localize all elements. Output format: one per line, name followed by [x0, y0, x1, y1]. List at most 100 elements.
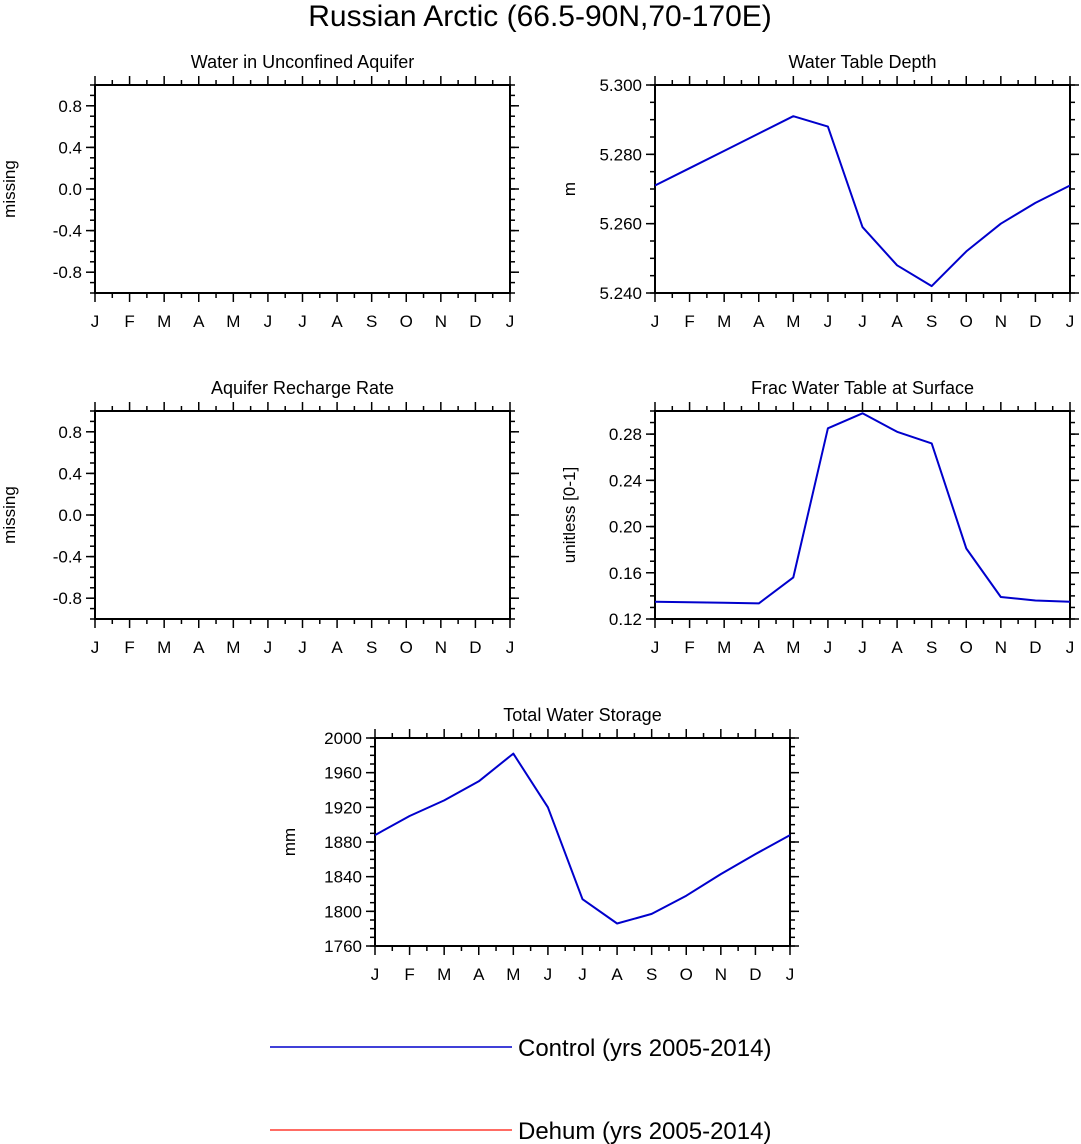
- y-tick-label: -0.8: [53, 263, 82, 282]
- x-tick-label: J: [91, 638, 100, 657]
- x-tick-label: J: [264, 638, 273, 657]
- x-tick-label: D: [469, 638, 481, 657]
- x-tick-label: D: [469, 312, 481, 331]
- x-tick-label: A: [753, 638, 765, 657]
- y-tick-label: -0.4: [53, 548, 82, 567]
- x-tick-label: N: [715, 965, 727, 984]
- y-tick-label: 0.12: [609, 610, 642, 629]
- x-tick-label: J: [824, 638, 833, 657]
- x-tick-label: F: [124, 312, 134, 331]
- y-axis-label: mm: [280, 828, 299, 856]
- y-tick-label: 0.20: [609, 518, 642, 537]
- y-tick-label: 1800: [324, 902, 362, 921]
- panel-title: Frac Water Table at Surface: [751, 378, 974, 398]
- y-tick-label: 1880: [324, 833, 362, 852]
- x-tick-label: J: [264, 312, 273, 331]
- x-tick-label: J: [858, 312, 867, 331]
- x-tick-label: O: [960, 638, 973, 657]
- y-tick-label: 0.8: [58, 97, 82, 116]
- x-tick-label: A: [473, 965, 485, 984]
- x-tick-label: M: [786, 312, 800, 331]
- y-tick-label: 1960: [324, 764, 362, 783]
- y-tick-label: 0.4: [58, 138, 82, 157]
- x-tick-label: D: [1029, 638, 1041, 657]
- panel-1: Water Table Depth J F M A M J J A S O N D J 5.240 5.260…: [560, 52, 1079, 331]
- x-tick-label: F: [404, 965, 414, 984]
- x-tick-label: M: [437, 965, 451, 984]
- x-tick-label: M: [157, 312, 171, 331]
- panel-3: Frac Water Table at Surface J F M A M J J A S O N D J…: [560, 378, 1079, 657]
- x-tick-label: M: [157, 638, 171, 657]
- x-tick-label: F: [124, 638, 134, 657]
- x-tick-label: M: [786, 638, 800, 657]
- x-tick-label: F: [684, 638, 694, 657]
- x-tick-label: O: [960, 312, 973, 331]
- x-tick-label: J: [371, 965, 380, 984]
- y-tick-label: 2000: [324, 729, 362, 748]
- y-tick-label: 0.24: [609, 471, 642, 490]
- panels: Water in Unconfined Aquifer J F M A M J J A S O N D J…: [0, 52, 1079, 984]
- x-tick-label: N: [995, 638, 1007, 657]
- x-tick-label: O: [680, 965, 693, 984]
- panel-title: Aquifer Recharge Rate: [211, 378, 394, 398]
- legend-label-dehum: Dehum (yrs 2005-2014): [518, 1118, 771, 1144]
- x-tick-label: A: [891, 312, 903, 331]
- y-tick-label: -0.8: [53, 589, 82, 608]
- x-tick-label: J: [298, 312, 307, 331]
- y-axis-label: missing: [0, 486, 19, 544]
- x-tick-label: F: [684, 312, 694, 331]
- legend: Control (yrs 2005-2014) Dehum (yrs 2005-…: [270, 1035, 771, 1144]
- x-tick-label: J: [578, 965, 587, 984]
- series-line-control: [374, 752, 791, 925]
- x-tick-label: J: [824, 312, 833, 331]
- x-tick-label: O: [400, 638, 413, 657]
- x-tick-label: M: [506, 965, 520, 984]
- x-tick-label: N: [995, 312, 1007, 331]
- panel-2: Aquifer Recharge Rate J F M A M J J A S O N D J -0.8 -0…: [0, 378, 519, 657]
- plot-frame: [374, 737, 791, 947]
- y-tick-label: 0.8: [58, 423, 82, 442]
- x-tick-label: J: [1066, 638, 1075, 657]
- x-tick-label: A: [891, 638, 903, 657]
- panel-title: Water Table Depth: [788, 52, 936, 72]
- plot-frame: [94, 410, 511, 620]
- y-tick-label: 5.300: [599, 76, 642, 95]
- y-tick-label: 1840: [324, 868, 362, 887]
- x-tick-label: D: [1029, 312, 1041, 331]
- series-line-control: [654, 115, 1071, 288]
- x-tick-label: A: [331, 312, 343, 331]
- x-tick-label: J: [786, 965, 795, 984]
- x-tick-label: D: [749, 965, 761, 984]
- panel-4: Total Water Storage J F M A M J J A S O N D J 1760 1800…: [280, 705, 799, 984]
- x-tick-label: M: [226, 312, 240, 331]
- x-tick-label: J: [651, 312, 660, 331]
- x-tick-label: A: [193, 638, 205, 657]
- y-tick-label: 5.240: [599, 284, 642, 303]
- x-tick-label: M: [717, 312, 731, 331]
- x-tick-label: O: [400, 312, 413, 331]
- x-tick-label: N: [435, 312, 447, 331]
- y-axis-label: m: [560, 182, 579, 196]
- x-tick-label: A: [331, 638, 343, 657]
- x-tick-label: S: [366, 638, 377, 657]
- x-tick-label: J: [91, 312, 100, 331]
- plot-frame: [654, 84, 1071, 294]
- y-tick-label: 0.4: [58, 464, 82, 483]
- x-tick-label: A: [193, 312, 205, 331]
- x-tick-label: S: [646, 965, 657, 984]
- x-tick-label: J: [506, 638, 515, 657]
- x-tick-label: N: [435, 638, 447, 657]
- panel-title: Water in Unconfined Aquifer: [191, 52, 414, 72]
- x-tick-label: J: [858, 638, 867, 657]
- x-tick-label: J: [544, 965, 553, 984]
- panel-0: Water in Unconfined Aquifer J F M A M J J A S O N D J…: [0, 52, 519, 331]
- x-tick-label: S: [926, 312, 937, 331]
- x-tick-label: A: [753, 312, 765, 331]
- panel-title: Total Water Storage: [503, 705, 661, 725]
- plot-frame: [94, 84, 511, 294]
- y-tick-label: 5.280: [599, 145, 642, 164]
- x-tick-label: J: [506, 312, 515, 331]
- y-tick-label: 0.16: [609, 564, 642, 583]
- x-tick-label: S: [366, 312, 377, 331]
